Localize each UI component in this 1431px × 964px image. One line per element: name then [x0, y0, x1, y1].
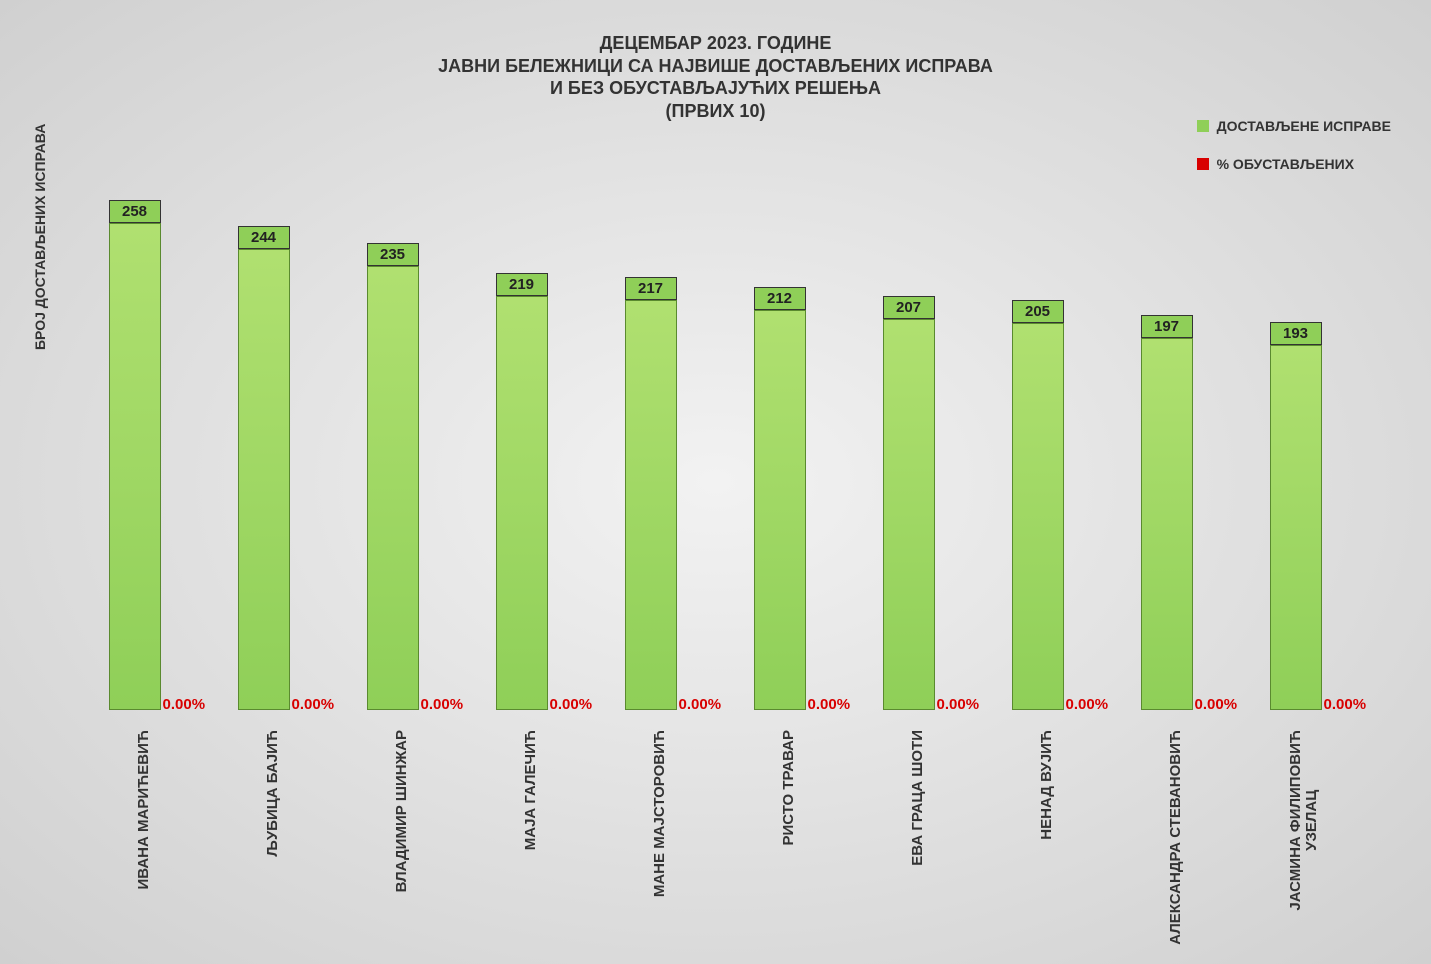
- x-axis-category-label: ЈАСМИНА ФИЛИПОВИЋУЗЕЛАЦ: [1288, 730, 1320, 911]
- percent-label: 0.00%: [421, 696, 464, 713]
- title-line-3: И БЕЗ ОБУСТАВЉАЈУЋИХ РЕШЕЊА: [0, 77, 1431, 100]
- bar: [496, 296, 548, 710]
- bar-value-label: 244: [238, 226, 290, 249]
- x-axis-category-label: ЕВА ГРАЦА ШОТИ: [909, 730, 926, 866]
- bar: [1141, 338, 1193, 710]
- x-axis-category-label: МАЈА ГАЛЕЧИЋ: [522, 730, 539, 850]
- bar-group: 2350.00%: [367, 200, 419, 710]
- percent-label: 0.00%: [1195, 696, 1238, 713]
- bar: [367, 266, 419, 710]
- legend-item-series1: ДОСТАВЉЕНЕ ИСПРАВЕ: [1197, 118, 1391, 134]
- bar-group: 2050.00%: [1012, 200, 1064, 710]
- percent-label: 0.00%: [1324, 696, 1367, 713]
- bar-group: 2120.00%: [754, 200, 806, 710]
- bar-value-label: 258: [109, 200, 161, 223]
- x-axis-area: ИВАНА МАРИЋЕВИЋ ЉУБИЦА БАЈИЋ ВЛАДИМИР ШИНЖ…: [90, 730, 1380, 950]
- bar-value-label: 219: [496, 273, 548, 296]
- percent-label: 0.00%: [292, 696, 335, 713]
- x-axis-category-label: ЉУБИЦА БАЈИЋ: [264, 730, 281, 857]
- percent-label: 0.00%: [163, 696, 206, 713]
- x-axis-category-label: АЛЕКСАНДРА СТЕВАНОВИЋ: [1167, 730, 1184, 945]
- percent-label: 0.00%: [550, 696, 593, 713]
- x-axis-category-label: ВЛАДИМИР ШИНЖАР: [393, 730, 410, 892]
- percent-label: 0.00%: [679, 696, 722, 713]
- title-line-2: ЈАВНИ БЕЛЕЖНИЦИ СА НАЈВИШЕ ДОСТАВЉЕНИХ И…: [0, 55, 1431, 78]
- legend: ДОСТАВЉЕНЕ ИСПРАВЕ % ОБУСТАВЉЕНИХ: [1197, 118, 1391, 194]
- bar: [754, 310, 806, 710]
- bar-value-label: 207: [883, 296, 935, 319]
- bar-group: 2580.00%: [109, 200, 161, 710]
- legend-label-series1: ДОСТАВЉЕНЕ ИСПРАВЕ: [1217, 118, 1391, 134]
- bar-value-label: 212: [754, 287, 806, 310]
- legend-swatch-series2: [1197, 158, 1209, 170]
- bar: [238, 249, 290, 710]
- bar-group: 2190.00%: [496, 200, 548, 710]
- x-axis-category-label: НЕНАД ВУЈИЋ: [1038, 730, 1055, 840]
- bar-value-label: 235: [367, 243, 419, 266]
- bar-value-label: 193: [1270, 322, 1322, 345]
- bar-group: 1930.00%: [1270, 200, 1322, 710]
- bar: [109, 223, 161, 710]
- bar-group: 2440.00%: [238, 200, 290, 710]
- percent-label: 0.00%: [937, 696, 980, 713]
- bar-value-label: 205: [1012, 300, 1064, 323]
- x-axis-category-label: ИВАНА МАРИЋЕВИЋ: [135, 730, 152, 890]
- bar: [1012, 323, 1064, 710]
- bar-value-label: 197: [1141, 315, 1193, 338]
- chart-title: ДЕЦЕМБАР 2023. ГОДИНЕ ЈАВНИ БЕЛЕЖНИЦИ СА…: [0, 32, 1431, 122]
- plot-area: 2580.00%2440.00%2350.00%2190.00%2170.00%…: [90, 200, 1380, 710]
- legend-swatch-series1: [1197, 120, 1209, 132]
- legend-item-series2: % ОБУСТАВЉЕНИХ: [1197, 156, 1391, 172]
- bar-group: 2170.00%: [625, 200, 677, 710]
- bar-value-label: 217: [625, 277, 677, 300]
- title-line-1: ДЕЦЕМБАР 2023. ГОДИНЕ: [0, 32, 1431, 55]
- y-axis-label: БРОЈ ДОСТАВЉЕНИХ ИСПРАВА: [32, 124, 48, 350]
- bar: [883, 319, 935, 710]
- bar-group: 2070.00%: [883, 200, 935, 710]
- bar: [625, 300, 677, 710]
- x-axis-category-label: РИСТО ТРАВАР: [780, 730, 797, 845]
- percent-label: 0.00%: [1066, 696, 1109, 713]
- chart-container: ДЕЦЕМБАР 2023. ГОДИНЕ ЈАВНИ БЕЛЕЖНИЦИ СА…: [0, 0, 1431, 964]
- legend-label-series2: % ОБУСТАВЉЕНИХ: [1217, 156, 1354, 172]
- bar-group: 1970.00%: [1141, 200, 1193, 710]
- bar: [1270, 345, 1322, 710]
- x-axis-category-label: МАНЕ МАЈСТОРОВИЋ: [651, 730, 668, 897]
- percent-label: 0.00%: [808, 696, 851, 713]
